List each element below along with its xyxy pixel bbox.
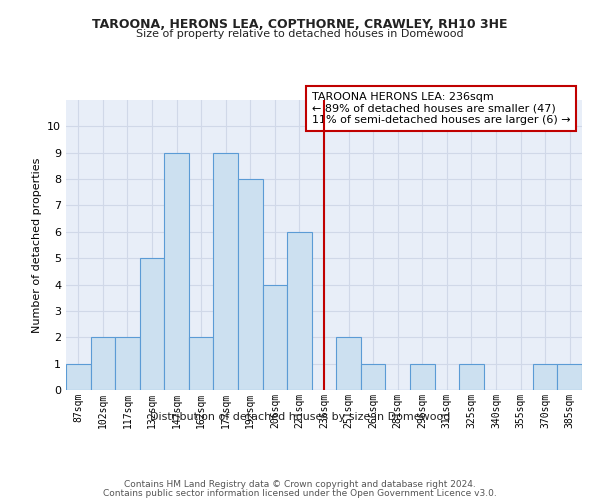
- Bar: [238, 179, 263, 390]
- Text: Distribution of detached houses by size in Domewood: Distribution of detached houses by size …: [150, 412, 450, 422]
- Bar: [164, 152, 189, 390]
- Y-axis label: Number of detached properties: Number of detached properties: [32, 158, 41, 332]
- Bar: [66, 364, 91, 390]
- Bar: [214, 152, 238, 390]
- Bar: [91, 338, 115, 390]
- Bar: [287, 232, 312, 390]
- Text: TAROONA HERONS LEA: 236sqm
← 89% of detached houses are smaller (47)
11% of semi: TAROONA HERONS LEA: 236sqm ← 89% of deta…: [312, 92, 571, 125]
- Bar: [410, 364, 434, 390]
- Text: Contains public sector information licensed under the Open Government Licence v3: Contains public sector information licen…: [103, 489, 497, 498]
- Bar: [557, 364, 582, 390]
- Bar: [336, 338, 361, 390]
- Bar: [140, 258, 164, 390]
- Bar: [459, 364, 484, 390]
- Text: TAROONA, HERONS LEA, COPTHORNE, CRAWLEY, RH10 3HE: TAROONA, HERONS LEA, COPTHORNE, CRAWLEY,…: [92, 18, 508, 30]
- Bar: [361, 364, 385, 390]
- Bar: [263, 284, 287, 390]
- Bar: [115, 338, 140, 390]
- Bar: [189, 338, 214, 390]
- Text: Size of property relative to detached houses in Domewood: Size of property relative to detached ho…: [136, 29, 464, 39]
- Text: Contains HM Land Registry data © Crown copyright and database right 2024.: Contains HM Land Registry data © Crown c…: [124, 480, 476, 489]
- Bar: [533, 364, 557, 390]
